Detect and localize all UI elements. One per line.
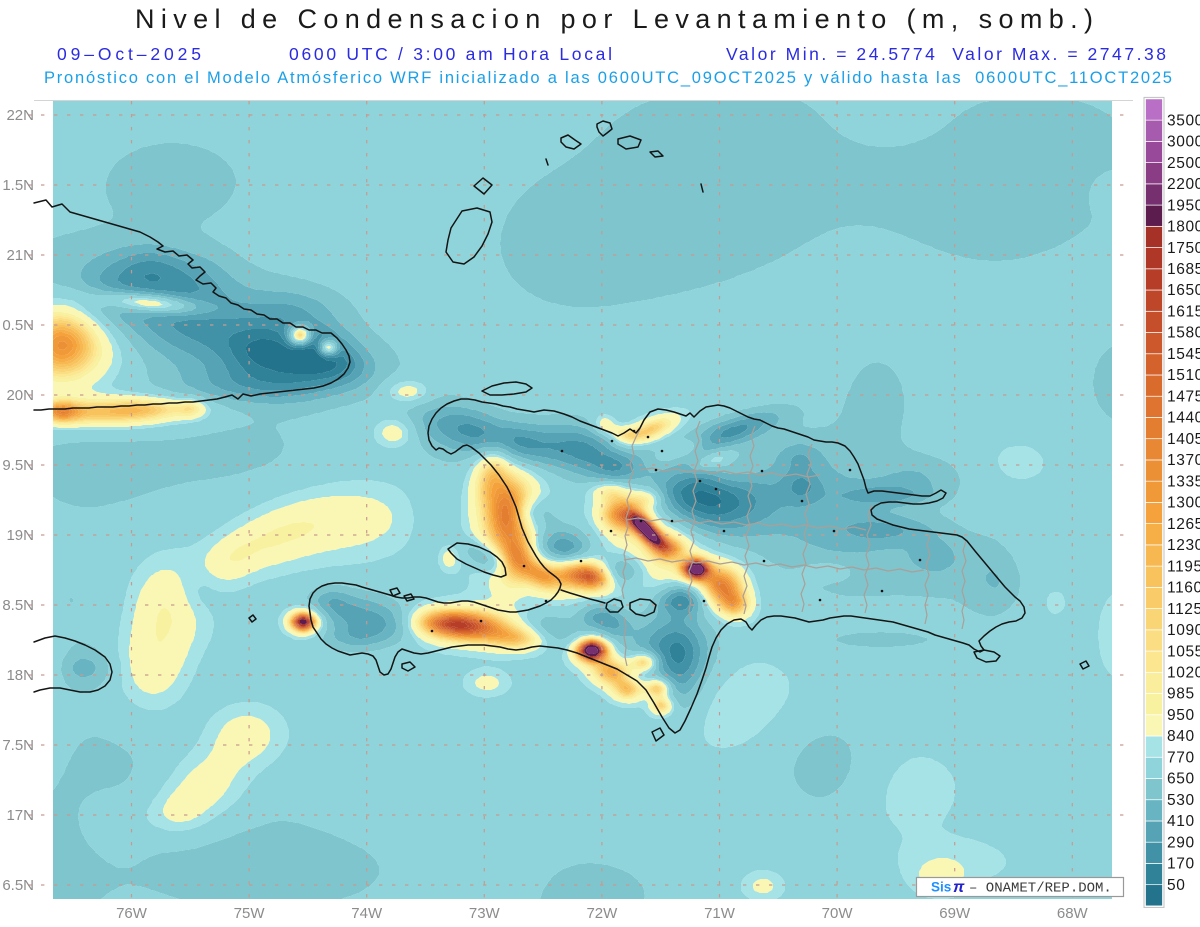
svg-text:1125: 1125 <box>1167 601 1200 618</box>
svg-text:290: 290 <box>1167 834 1195 851</box>
svg-text:0600 UTC / 3:00 am Hora Local: 0600 UTC / 3:00 am Hora Local <box>289 44 612 64</box>
svg-text:18N: 18N <box>6 667 34 684</box>
svg-text:2200: 2200 <box>1167 176 1200 193</box>
svg-text:π: π <box>953 879 965 896</box>
svg-text:1650: 1650 <box>1167 282 1200 299</box>
svg-text:0.5N: 0.5N <box>2 317 34 334</box>
svg-text:3000: 3000 <box>1167 134 1200 151</box>
svg-text:3500: 3500 <box>1167 112 1200 129</box>
svg-text:73W: 73W <box>469 905 501 922</box>
svg-text:72W: 72W <box>586 905 618 922</box>
svg-text:1615: 1615 <box>1167 304 1200 321</box>
svg-text:530: 530 <box>1167 792 1195 809</box>
svg-text:1300: 1300 <box>1167 495 1200 512</box>
svg-text:Pronóstico con el Modelo Atmós: Pronóstico con el Modelo Atmósferico WRF… <box>44 69 1172 87</box>
svg-text:22N: 22N <box>6 107 34 124</box>
svg-text:1.5N: 1.5N <box>2 177 34 194</box>
svg-text:17N: 17N <box>6 807 34 824</box>
svg-text:7.5N: 7.5N <box>2 737 34 754</box>
svg-text:1685: 1685 <box>1167 261 1200 278</box>
svg-text:950: 950 <box>1167 707 1195 724</box>
svg-text:1545: 1545 <box>1167 346 1200 363</box>
svg-text:650: 650 <box>1167 771 1195 788</box>
svg-text:8.5N: 8.5N <box>2 597 34 614</box>
svg-text:1160: 1160 <box>1167 580 1200 597</box>
svg-text:1055: 1055 <box>1167 643 1200 660</box>
svg-text:1440: 1440 <box>1167 410 1200 427</box>
svg-text:75W: 75W <box>234 905 266 922</box>
svg-text:6.5N: 6.5N <box>2 877 34 894</box>
svg-text:2500: 2500 <box>1167 155 1200 172</box>
svg-text:170: 170 <box>1167 856 1195 873</box>
svg-text:70W: 70W <box>822 905 854 922</box>
svg-text:1335: 1335 <box>1167 473 1200 490</box>
svg-text:19N: 19N <box>6 527 34 544</box>
svg-text:1020: 1020 <box>1167 665 1200 682</box>
svg-text:840: 840 <box>1167 728 1195 745</box>
svg-text:1265: 1265 <box>1167 516 1200 533</box>
svg-text:69W: 69W <box>939 905 971 922</box>
svg-text:– ONAMET/REP.DOM.: – ONAMET/REP.DOM. <box>969 881 1112 897</box>
svg-text:1510: 1510 <box>1167 367 1200 384</box>
svg-text:1230: 1230 <box>1167 537 1200 554</box>
svg-text:Valor Min. = 24.5774 Valor Ma: Valor Min. = 24.5774 Valor Max. = 2747.3… <box>726 44 1166 64</box>
svg-text:1370: 1370 <box>1167 452 1200 469</box>
svg-text:985: 985 <box>1167 686 1195 703</box>
svg-text:1405: 1405 <box>1167 431 1200 448</box>
svg-text:9.5N: 9.5N <box>2 457 34 474</box>
svg-text:09–Oct–2025: 09–Oct–2025 <box>57 44 201 64</box>
svg-text:76W: 76W <box>116 905 148 922</box>
svg-text:1800: 1800 <box>1167 219 1200 236</box>
svg-text:1750: 1750 <box>1167 240 1200 257</box>
svg-text:410: 410 <box>1167 813 1195 830</box>
svg-text:1090: 1090 <box>1167 622 1200 639</box>
svg-text:74W: 74W <box>351 905 383 922</box>
svg-text:1195: 1195 <box>1167 558 1200 575</box>
svg-text:21N: 21N <box>6 247 34 264</box>
svg-text:20N: 20N <box>6 387 34 404</box>
svg-text:50: 50 <box>1167 877 1185 894</box>
svg-text:1580: 1580 <box>1167 325 1200 342</box>
svg-text:68W: 68W <box>1057 905 1089 922</box>
svg-text:770: 770 <box>1167 749 1195 766</box>
svg-text:Sis: Sis <box>931 880 951 895</box>
svg-text:71W: 71W <box>704 905 736 922</box>
svg-text:1475: 1475 <box>1167 388 1200 405</box>
svg-text:1950: 1950 <box>1167 197 1200 214</box>
